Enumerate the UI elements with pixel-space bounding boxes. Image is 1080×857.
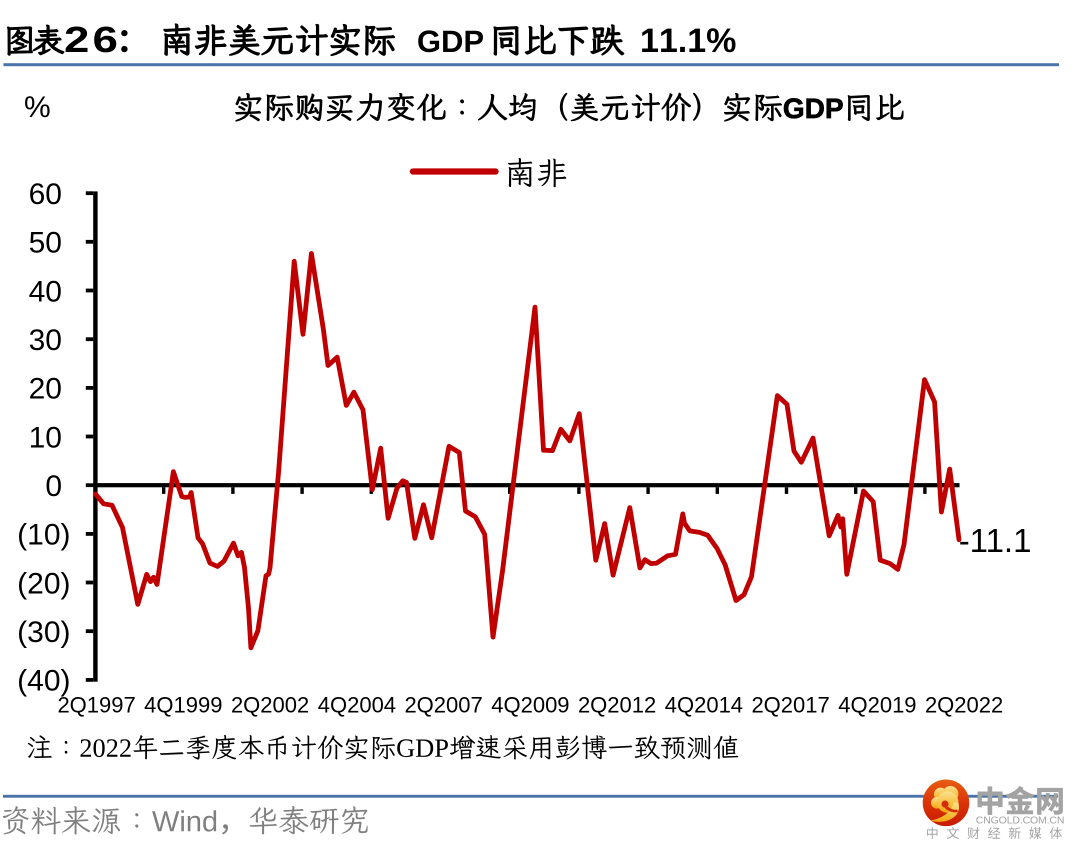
svg-text:4Q2014: 4Q2014 bbox=[665, 693, 743, 718]
svg-text:2Q2017: 2Q2017 bbox=[751, 693, 829, 718]
svg-text:4Q2019: 4Q2019 bbox=[838, 693, 916, 718]
svg-text:2Q2022: 2Q2022 bbox=[925, 693, 1003, 718]
svg-text:2Q2012: 2Q2012 bbox=[578, 693, 656, 718]
svg-text:(10): (10) bbox=[17, 519, 70, 552]
svg-text:-11.1: -11.1 bbox=[959, 522, 1032, 559]
svg-text:%: % bbox=[24, 91, 51, 124]
svg-text:40: 40 bbox=[29, 275, 62, 308]
svg-text:10: 10 bbox=[29, 421, 62, 454]
svg-text:2Q2007: 2Q2007 bbox=[404, 693, 482, 718]
svg-text:30: 30 bbox=[29, 324, 62, 357]
svg-text:4Q2009: 4Q2009 bbox=[491, 693, 569, 718]
svg-text:4Q1999: 4Q1999 bbox=[144, 693, 222, 718]
svg-text:60: 60 bbox=[29, 178, 62, 211]
svg-text:4Q2004: 4Q2004 bbox=[318, 693, 396, 718]
svg-text:(40): (40) bbox=[17, 665, 70, 698]
svg-text:(20): (20) bbox=[17, 567, 70, 600]
svg-text:50: 50 bbox=[29, 227, 62, 260]
svg-text:2Q2002: 2Q2002 bbox=[231, 693, 309, 718]
svg-text:(30): (30) bbox=[17, 616, 70, 649]
svg-text:2Q1997: 2Q1997 bbox=[57, 693, 135, 718]
svg-text:CNGOLD.COM.CN: CNGOLD.COM.CN bbox=[976, 814, 1064, 826]
svg-text:20: 20 bbox=[29, 373, 62, 406]
svg-text:0: 0 bbox=[45, 470, 62, 503]
